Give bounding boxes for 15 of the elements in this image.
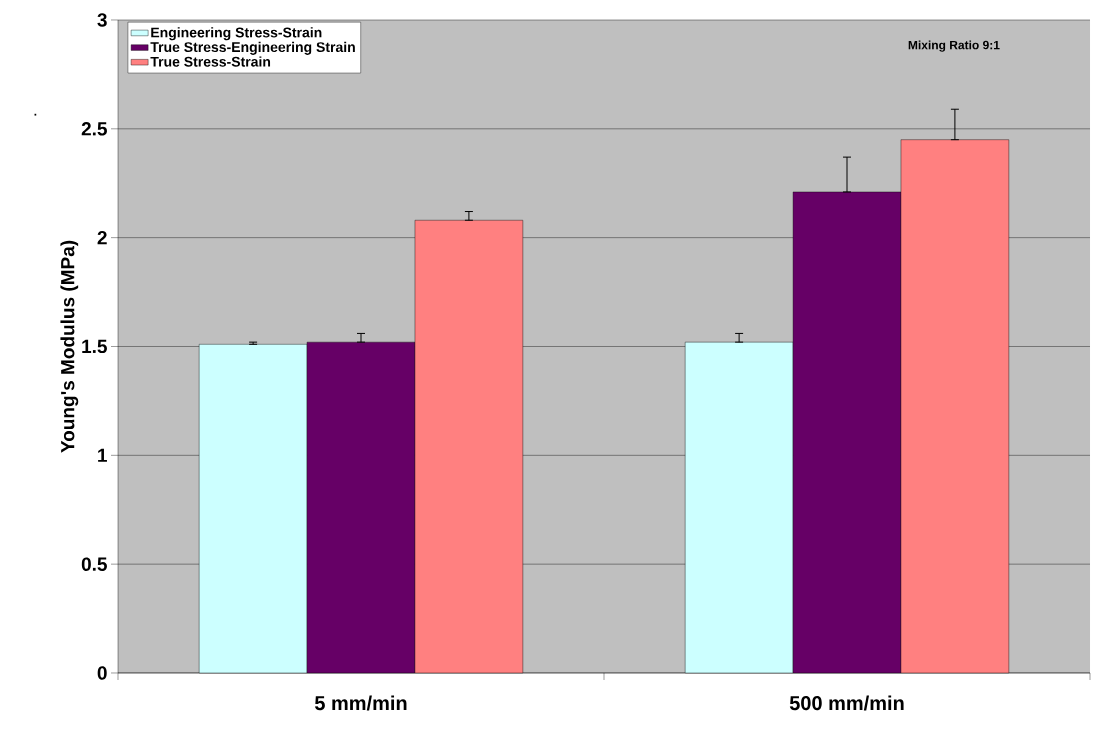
y-tick-label: 0 <box>97 666 107 680</box>
x-tick-label: 5 mm/min <box>314 695 407 711</box>
legend-label: Engineering Stress-Strain <box>151 27 322 41</box>
y-tick-label: 3 <box>97 13 107 27</box>
legend-label: True Stress-Strain <box>150 56 271 67</box>
y-tick-label: 1.5 <box>82 339 107 354</box>
x-tick-label: 500 mm/min <box>789 695 904 711</box>
annotation: Mixing Ratio 9:1 <box>908 40 1000 52</box>
y-tick-label: 2.5 <box>81 122 107 136</box>
legend-label: True Stress-Engineering Strain <box>150 41 355 55</box>
y-tick-label: 1 <box>98 448 107 462</box>
y-tick-label: 0.5 <box>81 557 107 571</box>
y-axis-title: Young's Modulus (MPa) <box>60 240 79 453</box>
text: . <box>34 113 37 116</box>
y-tick-label: 2 <box>97 231 107 245</box>
